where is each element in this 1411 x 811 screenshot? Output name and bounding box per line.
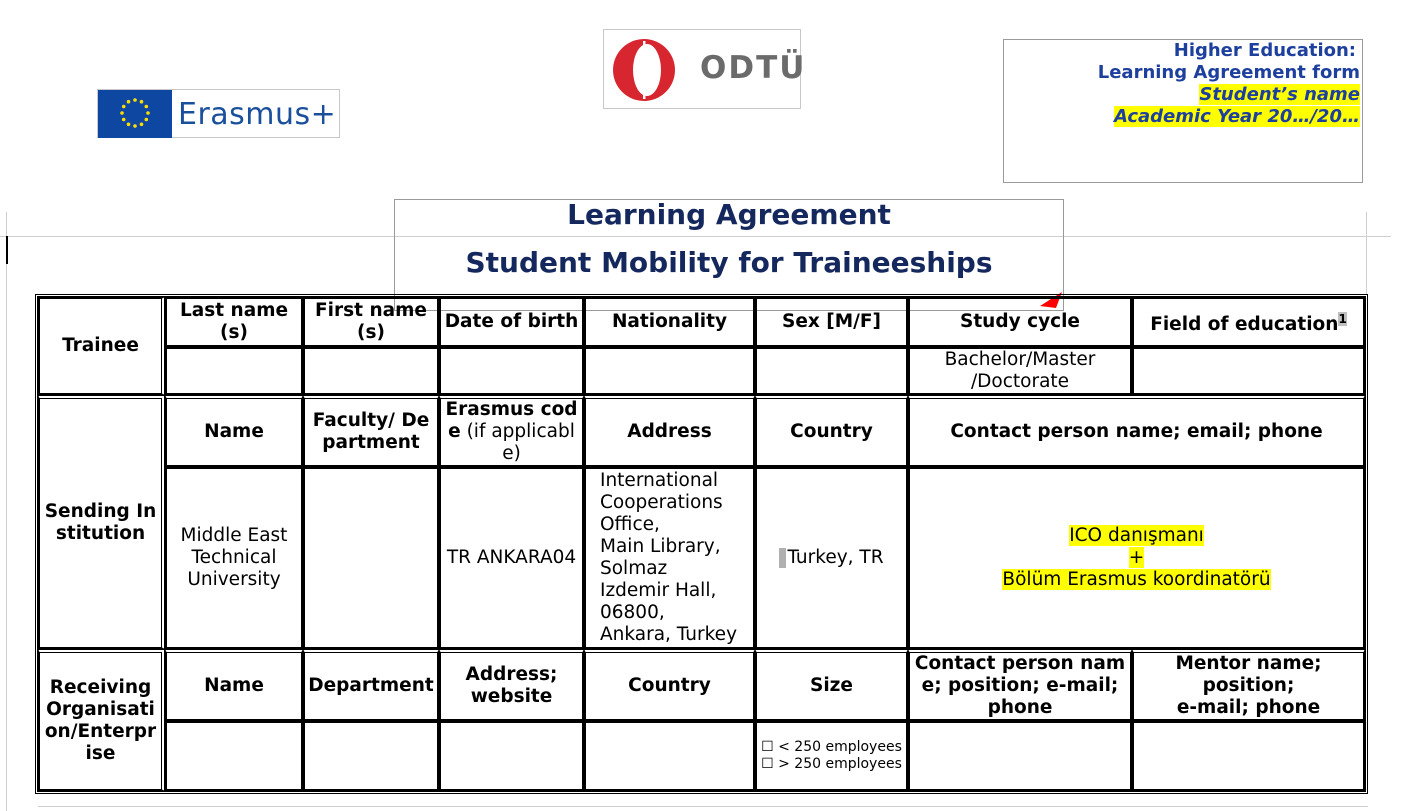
size-option-large[interactable]: ☐ > 250 employees <box>761 756 902 772</box>
header-academic-year[interactable]: Academic Year 20…/20… <box>1113 106 1360 128</box>
receiving-address-cell[interactable] <box>439 721 584 791</box>
header-student-name[interactable]: Student’s name <box>1199 84 1360 106</box>
trainee-last-name-cell[interactable] <box>165 347 303 395</box>
trainee-dob-cell[interactable] <box>439 347 584 395</box>
trainee-first-name-cell[interactable] <box>303 347 439 395</box>
address-line: Office, <box>600 514 660 535</box>
address-line: 06800, <box>600 602 665 623</box>
footnote-mark[interactable]: 1 <box>1338 311 1347 326</box>
header-line-3: Student’s name <box>1199 84 1360 105</box>
sending-section-label: Sending Institution <box>38 395 165 649</box>
col-first-names: First name(s) <box>303 297 439 347</box>
sending-country-cell[interactable]: Turkey, TR <box>755 467 908 649</box>
col-receiving-name: Name <box>165 649 303 721</box>
receiving-header-row: Receiving Organisation/Enterprise Name D… <box>38 649 1365 791</box>
col-mentor: Mentor name; position; e-mail; phone <box>1132 649 1365 721</box>
col-mentor-line-1: Mentor name; position; <box>1175 653 1322 696</box>
col-receiving-country: Country <box>584 649 755 721</box>
sending-erasmus-code-cell[interactable]: TR ANKARA04 <box>439 467 584 649</box>
col-nationality: Nationality <box>584 297 755 347</box>
sending-faculty-cell[interactable] <box>303 467 439 649</box>
col-erasmus-code-note: (if applicable) <box>466 421 575 464</box>
field-marker <box>779 548 787 568</box>
sending-country-value: Turkey, TR <box>787 547 884 568</box>
receiving-department-cell[interactable] <box>303 721 439 791</box>
contact-line-1: ICO danışmanı <box>1069 525 1204 546</box>
page-margin-guide-bottom <box>38 806 1368 807</box>
address-line: Main Library, <box>600 536 721 557</box>
col-contact-person: Contact person name; email; phone <box>908 395 1365 467</box>
eu-flag-icon <box>98 90 172 138</box>
receiving-size-cell: ☐ < 250 employees ☐ > 250 employees <box>755 721 908 791</box>
document-title: Learning Agreement <box>567 198 891 231</box>
col-faculty: Faculty/ Department <box>303 395 439 467</box>
trainee-study-cycle-cell[interactable]: Bachelor/Master /Doctorate <box>908 347 1132 395</box>
col-size: Size <box>755 649 908 721</box>
receiving-value-row: ☐ < 250 employees ☐ > 250 employees <box>38 721 1365 791</box>
col-sex: Sex [M/F] <box>755 297 908 347</box>
odtu-logo: ODTÜ <box>603 29 804 109</box>
page-margin-guide-left <box>6 212 7 811</box>
document-subtitle: Student Mobility for Traineeships <box>465 246 993 279</box>
col-study-cycle: Study cycle <box>908 297 1132 347</box>
address-line: Cooperations <box>600 492 723 513</box>
address-line: International <box>600 470 719 491</box>
trainee-value-row: Bachelor/Master /Doctorate <box>38 347 1365 395</box>
col-field-of-education-label: Field of education <box>1150 314 1339 336</box>
sending-name-cell[interactable]: Middle East Technical University <box>165 467 303 649</box>
page-margin-guide <box>0 236 1391 237</box>
receiving-section-label: Receiving Organisation/Enterprise <box>38 649 165 791</box>
receiving-name-cell[interactable] <box>165 721 303 791</box>
sending-address-cell[interactable]: International Cooperations Office, Main … <box>584 467 755 649</box>
contact-line-2: + <box>1128 547 1145 568</box>
odtu-emblem-icon <box>612 38 676 102</box>
address-line: Izdemir Hall, <box>600 580 717 601</box>
receiving-country-cell[interactable] <box>584 721 755 791</box>
header-line-1: Higher Education: <box>1173 40 1356 61</box>
sending-header-row: Sending Institution Name Faculty/ Depart… <box>38 395 1365 649</box>
receiving-contact-cell[interactable] <box>908 721 1132 791</box>
title-frame[interactable] <box>394 199 1064 311</box>
trainee-section-label: Trainee <box>38 297 165 395</box>
erasmus-wordmark: Erasmus+ <box>178 97 337 132</box>
sending-contact-cell[interactable]: ICO danışmanı + Bölüm Erasmus koordinatö… <box>908 467 1365 649</box>
col-last-names: Last name(s) <box>165 297 303 347</box>
col-country: Country <box>755 395 908 467</box>
col-erasmus-code-label: Erasmus code <box>445 399 578 442</box>
col-receiving-contact: Contact person name; position; e-mail; p… <box>908 649 1132 721</box>
col-erasmus-code: Erasmus code (if applicable) <box>439 395 584 467</box>
col-address: Address <box>584 395 755 467</box>
header-line-4: Academic Year 20…/20… <box>1113 106 1360 127</box>
header-line-2: Learning Agreement form <box>1097 62 1360 83</box>
contact-line-3: Bölüm Erasmus koordinatörü <box>1002 569 1271 590</box>
trainee-nationality-cell[interactable] <box>584 347 755 395</box>
receiving-mentor-cell[interactable] <box>1132 721 1365 791</box>
page-margin-guide-right <box>1366 212 1367 294</box>
address-line: Ankara, Turkey <box>600 624 738 645</box>
col-field-of-education: Field of education1 <box>1132 297 1365 347</box>
text-cursor <box>6 236 8 264</box>
col-department: Department <box>303 649 439 721</box>
trainee-field-cell[interactable] <box>1132 347 1365 395</box>
learning-agreement-table: Trainee Last name(s) First name(s) Date … <box>35 294 1368 794</box>
col-receiving-address: Address; website <box>439 649 584 721</box>
odtu-wordmark: ODTÜ <box>700 50 807 86</box>
form-header-box: Higher Education: Learning Agreement for… <box>1003 39 1363 183</box>
size-option-small[interactable]: ☐ < 250 employees <box>761 739 902 755</box>
col-mentor-line-2: e-mail; phone <box>1176 697 1321 718</box>
trainee-sex-cell[interactable] <box>755 347 908 395</box>
sending-value-row: Middle East Technical University TR ANKA… <box>38 467 1365 649</box>
erasmus-logo: Erasmus+ <box>97 89 340 138</box>
trainee-header-row: Trainee Last name(s) First name(s) Date … <box>38 297 1365 395</box>
address-line: Solmaz <box>600 558 668 579</box>
col-sending-name: Name <box>165 395 303 467</box>
col-date-of-birth: Date of birth <box>439 297 584 347</box>
